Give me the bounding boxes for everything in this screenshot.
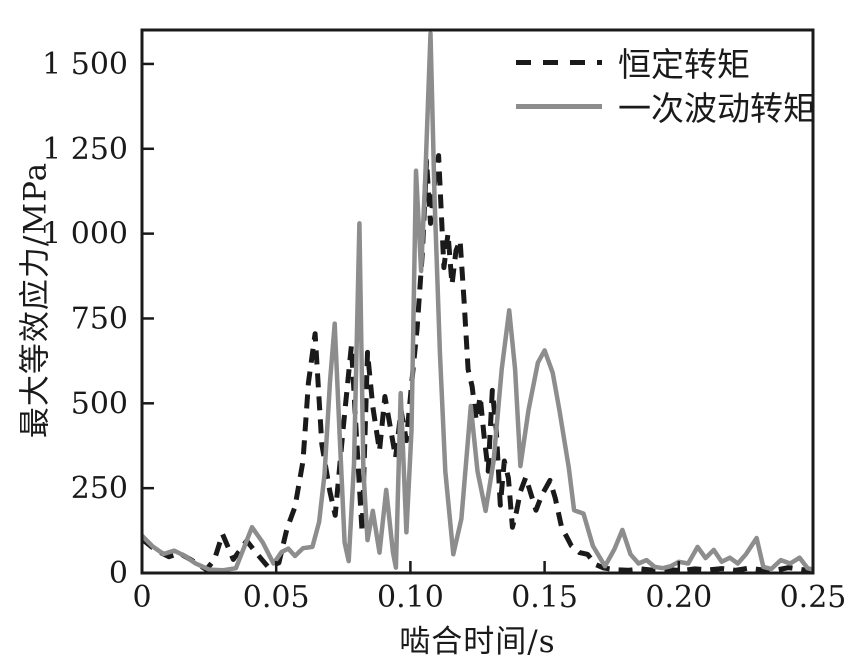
legend-label-constant-torque: 恒定转矩 bbox=[618, 45, 750, 84]
fluctuating-torque-line bbox=[140, 31, 814, 573]
x-tick-label: 0.05 bbox=[243, 580, 310, 615]
x-axis-title: 啮合时间/s bbox=[399, 624, 556, 660]
legend-item-constant-torque: 恒定转矩 bbox=[516, 44, 816, 84]
dashed-line-sample-icon bbox=[516, 59, 602, 65]
legend-item-fluctuating-torque: 一次波动转矩 bbox=[516, 88, 816, 128]
constant-torque-line bbox=[140, 153, 814, 574]
y-tick-label: 1 000 bbox=[42, 217, 128, 252]
x-tick-label: 0.10 bbox=[377, 580, 444, 615]
x-tick-label: 0.20 bbox=[645, 580, 712, 615]
y-tick-label: 1 250 bbox=[42, 132, 128, 167]
y-tick-label: 750 bbox=[71, 301, 128, 336]
legend: 恒定转矩 一次波动转矩 bbox=[516, 44, 816, 128]
y-tick-label: 500 bbox=[71, 386, 128, 421]
solid-line-sample-icon bbox=[516, 103, 602, 109]
legend-label-fluctuating-torque: 一次波动转矩 bbox=[618, 89, 816, 128]
y-tick-label: 1 500 bbox=[42, 47, 128, 82]
x-tick-label: 0.25 bbox=[780, 580, 847, 615]
y-axis-title: 最大等效应力/MPa bbox=[17, 161, 54, 439]
y-tick-label: 0 bbox=[109, 556, 128, 591]
y-tick-label: 250 bbox=[71, 471, 128, 506]
x-tick-label: 0 bbox=[132, 580, 151, 615]
x-tick-label: 0.15 bbox=[511, 580, 578, 615]
plot-frame bbox=[140, 28, 815, 575]
